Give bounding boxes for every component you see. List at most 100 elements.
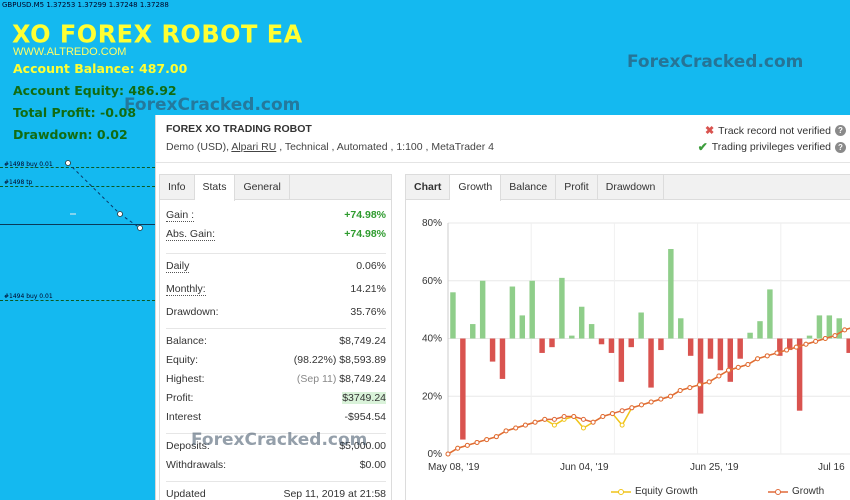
equity-amount: $8,593.89 — [339, 354, 386, 366]
x-tick-label: Jul 16 — [818, 462, 845, 473]
bar — [836, 318, 842, 339]
growth-point — [755, 356, 761, 362]
divider — [166, 328, 386, 329]
order-line — [0, 300, 155, 301]
growth-point — [638, 402, 644, 408]
stat-highest: Highest: (Sep 11) $8,749.24 — [166, 373, 386, 392]
stat-deposits: Deposits: $5,000.00 — [166, 440, 386, 459]
track-record-label: Track record not verified — [718, 124, 831, 137]
growth-point — [600, 413, 606, 419]
bar — [470, 324, 476, 339]
growth-point — [784, 347, 790, 353]
x-tick-label: Jun 25, '19 — [690, 462, 739, 473]
robot-name: FOREX XO TRADING ROBOT — [166, 123, 312, 135]
growth-point — [774, 350, 780, 356]
ea-url: WWW.ALTREDO.COM — [13, 46, 127, 58]
bar — [747, 332, 753, 339]
watermark: ForexCracked.com — [191, 430, 368, 450]
price-line — [0, 224, 155, 225]
bar — [529, 280, 535, 339]
bar — [697, 338, 704, 414]
growth-point — [542, 416, 548, 422]
highest-amount: $8,749.24 — [339, 373, 386, 385]
growth-point — [474, 439, 480, 445]
growth-point — [726, 367, 732, 373]
divider — [166, 481, 386, 482]
legend-label: Growth — [792, 486, 825, 497]
order-line — [0, 167, 155, 168]
equity-percent: (98.22%) — [293, 354, 337, 366]
growth-point — [455, 445, 461, 451]
growth-point — [445, 451, 451, 457]
bar — [588, 324, 595, 339]
stat-value: (98.22%) $8,593.89 — [294, 354, 386, 366]
stat-gain: Gain : +74.98% — [166, 209, 386, 228]
growth-point — [532, 419, 538, 425]
bar — [767, 289, 773, 339]
tp-line — [0, 186, 155, 187]
bar — [549, 338, 555, 348]
symbol-line: GBPUSD.M5 1.37253 1.37299 1.37248 1.3728… — [2, 1, 169, 9]
stat-label: Deposits: — [166, 440, 210, 452]
stat-value: 35.76% — [350, 306, 386, 318]
growth-point — [764, 353, 770, 359]
bar — [598, 338, 605, 345]
desc-suffix: , Technical , Automated , 1:100 , MetaTr… — [276, 141, 494, 153]
order-label: #1494 buy 0.01 — [4, 293, 53, 300]
panel-header: FOREX XO TRADING ROBOT Demo (USD), Alpar… — [156, 115, 850, 163]
bar — [826, 315, 833, 339]
trade-arrows — [65, 160, 143, 231]
stat-value: $0.00 — [359, 459, 386, 471]
stat-value: +74.98% — [344, 228, 386, 240]
bar — [668, 248, 674, 339]
growth-point — [822, 336, 828, 341]
privileges-label: Trading privileges verified — [711, 141, 831, 153]
growth-point — [745, 361, 751, 367]
stat-label: Balance: — [166, 335, 207, 347]
privileges-status: ✔ Trading privileges verified ? — [698, 140, 846, 154]
stat-value: +74.98% — [344, 209, 386, 221]
bar — [777, 338, 783, 356]
divider — [166, 253, 386, 254]
bar — [816, 315, 823, 339]
growth-point — [658, 396, 664, 402]
equity-point — [619, 422, 625, 428]
stat-abs-gain: Abs. Gain: +74.98% — [166, 228, 386, 251]
divider — [166, 433, 386, 434]
bar — [559, 277, 565, 339]
stat-updated: Updated Sep 11, 2019 at 21:58 — [166, 488, 386, 500]
bar — [608, 338, 615, 353]
info-icon[interactable]: ? — [835, 141, 846, 153]
check-icon: ✔ — [697, 140, 708, 154]
tab-chart[interactable]: Chart — [406, 175, 451, 200]
info-icon[interactable]: ? — [835, 125, 846, 136]
track-record-status: ✖ Track record not verified ? — [705, 124, 846, 137]
stat-withdrawals: Withdrawals: $0.00 — [166, 459, 386, 479]
growth-point — [561, 413, 567, 419]
y-tick-label: 0% — [428, 449, 443, 460]
order-label: #1498 buy 0.01 — [4, 161, 53, 168]
growth-point — [464, 442, 470, 448]
tab-profit[interactable]: Profit — [556, 175, 598, 200]
tab-general[interactable]: General — [235, 175, 290, 200]
stat-label: Daily — [166, 260, 190, 273]
bar — [450, 292, 456, 339]
equity-point — [580, 425, 586, 431]
growth-point — [832, 333, 838, 339]
growth-legend-icon — [768, 488, 788, 495]
tab-info[interactable]: Info — [160, 175, 195, 200]
tab-stats[interactable]: Stats — [194, 175, 236, 201]
y-tick-label: 20% — [422, 391, 442, 402]
watermark: ForexCracked.com — [627, 52, 804, 72]
tab-growth[interactable]: Growth — [450, 175, 502, 201]
stat-equity: Equity: (98.22%) $8,593.89 — [166, 354, 386, 373]
account-balance: Account Balance: 487.00 — [13, 61, 188, 76]
cross-icon: ✖ — [704, 125, 715, 137]
stat-label: Updated — [166, 488, 206, 500]
bar — [707, 338, 714, 359]
broker-link[interactable]: Alpari RU — [231, 141, 277, 153]
growth-point — [484, 437, 490, 443]
tab-drawdown[interactable]: Drawdown — [598, 175, 665, 200]
bar — [618, 338, 625, 382]
tab-balance[interactable]: Balance — [501, 175, 557, 200]
